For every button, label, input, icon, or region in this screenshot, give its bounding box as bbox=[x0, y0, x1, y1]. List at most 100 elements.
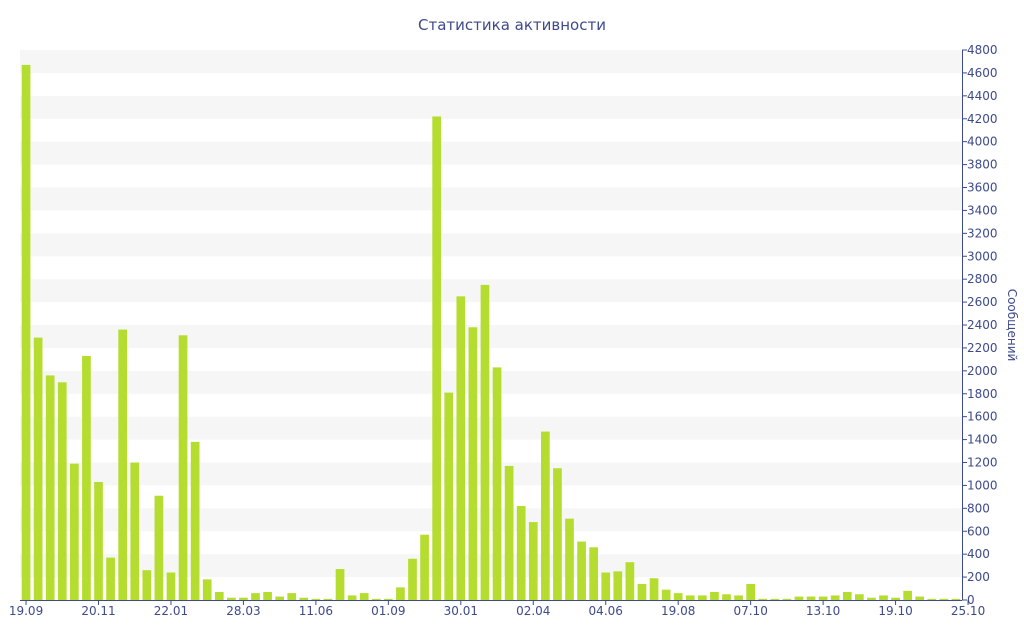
bar bbox=[432, 116, 442, 601]
bar bbox=[142, 570, 152, 600]
grid-band bbox=[20, 95, 962, 119]
bar bbox=[842, 591, 852, 600]
bar bbox=[613, 571, 623, 600]
y-tick-label: 3200 bbox=[967, 226, 998, 240]
bar bbox=[516, 506, 526, 600]
bar bbox=[347, 595, 357, 600]
bar bbox=[239, 597, 248, 600]
bar bbox=[21, 64, 31, 600]
x-tick-label: 07.10 bbox=[733, 604, 767, 618]
bar bbox=[45, 375, 55, 600]
bar bbox=[190, 441, 200, 601]
y-tick-label: 2600 bbox=[967, 295, 998, 309]
grid-band bbox=[20, 554, 962, 578]
y-tick-label: 4400 bbox=[967, 89, 998, 103]
bar bbox=[915, 596, 925, 600]
y-tick-label: 1200 bbox=[967, 456, 998, 470]
bar bbox=[903, 590, 913, 600]
grid-band bbox=[20, 279, 962, 303]
bar bbox=[528, 522, 538, 600]
bar-series bbox=[21, 64, 961, 601]
y-tick-label: 3800 bbox=[967, 158, 998, 172]
bar bbox=[577, 541, 586, 600]
y-axis-label: Сообщений bbox=[1005, 289, 1019, 362]
bar bbox=[154, 495, 164, 600]
bar bbox=[855, 594, 864, 600]
y-tick-label: 1400 bbox=[967, 433, 998, 447]
y-tick-labels: 0 200 400 600 800 1000 1200 1400 1600 1800 2000 220… bbox=[962, 43, 998, 607]
x-tick-label: 01.09 bbox=[371, 604, 405, 618]
bar bbox=[408, 558, 417, 600]
bar bbox=[879, 595, 888, 600]
bar bbox=[951, 598, 961, 600]
bar bbox=[94, 481, 103, 600]
y-tick-label: 1800 bbox=[967, 387, 998, 401]
y-tick-label: 2800 bbox=[967, 272, 998, 286]
bar bbox=[299, 597, 309, 600]
bar bbox=[227, 597, 236, 600]
bar bbox=[106, 557, 115, 600]
bar bbox=[82, 355, 91, 600]
y-tick-label: 3400 bbox=[967, 203, 998, 217]
y-tick-label: 1000 bbox=[967, 478, 998, 492]
bar bbox=[722, 594, 731, 600]
x-tick-label: 19.08 bbox=[661, 604, 695, 618]
x-tick-labels: 19.09 20.11 22.01 28.03 11.06 01.09 30.01 02.04… bbox=[9, 600, 985, 618]
bar bbox=[661, 589, 671, 600]
bar bbox=[323, 598, 333, 600]
bar bbox=[637, 583, 647, 600]
bar bbox=[287, 593, 297, 601]
y-tick-label: 200 bbox=[967, 570, 990, 584]
grid-band bbox=[20, 187, 962, 211]
y-tick-label: 2200 bbox=[967, 341, 998, 355]
x-tick-label: 11.06 bbox=[299, 604, 333, 618]
bar bbox=[263, 591, 272, 600]
x-tick-label: 13.10 bbox=[806, 604, 840, 618]
bar bbox=[311, 598, 321, 600]
grid-band bbox=[20, 416, 962, 440]
bar bbox=[698, 595, 707, 600]
bar bbox=[891, 597, 900, 600]
bar bbox=[770, 598, 780, 600]
bar bbox=[118, 329, 128, 600]
y-tick-label: 600 bbox=[967, 524, 990, 538]
bar bbox=[251, 593, 260, 601]
bar bbox=[601, 572, 611, 600]
bar bbox=[504, 465, 514, 600]
bar bbox=[456, 296, 466, 600]
bar bbox=[734, 595, 743, 600]
bar bbox=[492, 367, 502, 600]
grid-band bbox=[20, 233, 962, 257]
x-tick-label: 20.11 bbox=[81, 604, 115, 618]
bar bbox=[830, 595, 840, 600]
grid-bands bbox=[20, 50, 962, 578]
x-tick-label: 02.04 bbox=[516, 604, 550, 618]
bar bbox=[939, 598, 949, 600]
x-tick-label: 25.10 bbox=[951, 604, 985, 618]
grid-band bbox=[20, 141, 962, 165]
grid-band bbox=[20, 50, 962, 73]
grid-band bbox=[20, 325, 962, 348]
bar bbox=[758, 598, 768, 600]
bar bbox=[202, 579, 212, 601]
x-tick-label: 19.09 bbox=[9, 604, 43, 618]
bar bbox=[57, 382, 67, 600]
y-tick-label: 4000 bbox=[967, 135, 998, 149]
bar bbox=[649, 578, 659, 600]
x-tick-label: 19.10 bbox=[878, 604, 912, 618]
y-tick-label: 4600 bbox=[967, 66, 998, 80]
grid-band bbox=[20, 370, 962, 394]
bar bbox=[541, 431, 550, 600]
bar bbox=[166, 572, 176, 600]
x-tick-label: 22.01 bbox=[154, 604, 188, 618]
y-tick-label: 2000 bbox=[967, 364, 998, 378]
bar bbox=[178, 335, 188, 600]
x-tick-label: 30.01 bbox=[444, 604, 478, 618]
x-tick-label: 04.06 bbox=[589, 604, 623, 618]
bar bbox=[553, 468, 562, 600]
bar bbox=[130, 462, 140, 600]
y-tick-label: 400 bbox=[967, 547, 990, 561]
bar bbox=[565, 518, 574, 600]
bar bbox=[685, 595, 695, 600]
